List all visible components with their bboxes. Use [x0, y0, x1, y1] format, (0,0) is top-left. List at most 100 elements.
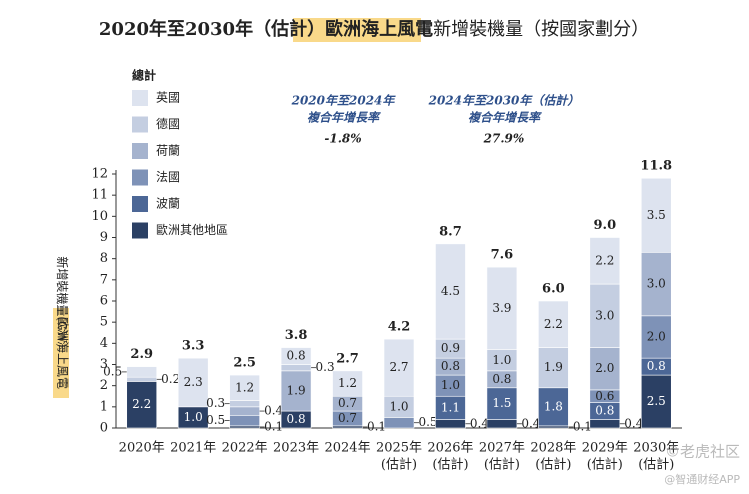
y-tick-label: 3 — [100, 357, 108, 372]
bar-segment — [538, 300, 569, 348]
chart-title: 2020年至2030年（估計）歐洲海上風電新增裝機量（按國家劃分） — [99, 18, 649, 40]
segment-label: 0.5 — [103, 364, 122, 378]
annotation: 複合年增長率 — [307, 111, 381, 125]
bar-segment — [332, 425, 363, 429]
bar-segment — [383, 417, 415, 429]
title-part: 歐洲海上風電 — [325, 18, 433, 40]
bar-segment — [229, 414, 260, 427]
bar-segment — [126, 366, 158, 378]
bar-segment — [486, 419, 518, 429]
annotation-value: -1.8% — [324, 132, 361, 146]
bar-segment — [126, 381, 158, 429]
x-tick-label: 2027年 — [479, 441, 525, 456]
segment-label: 0.4 — [470, 416, 489, 430]
total-label: 2.5 — [233, 356, 256, 371]
bar-segment — [589, 419, 621, 429]
segment-label: 2.3 — [184, 375, 203, 389]
segment-label: 0.7 — [338, 411, 357, 425]
total-label: 8.7 — [439, 224, 462, 239]
bar-segment — [229, 400, 260, 408]
total-label: 11.8 — [640, 159, 672, 174]
bar-segment — [640, 374, 672, 429]
bar-segment — [332, 370, 363, 397]
legend-swatch — [132, 222, 148, 239]
segment-label: 0.1 — [367, 419, 386, 433]
legend-label: 荷蘭 — [156, 144, 180, 158]
x-tick-label: (估計) — [587, 457, 623, 473]
legend-swatch — [132, 116, 148, 133]
y-label-part: 新增裝機量(GW) — [56, 256, 71, 347]
x-tick-label: 2025年 — [376, 441, 422, 456]
segment-label: 2.2 — [544, 317, 563, 331]
x-tick-label: (估計) — [432, 457, 468, 473]
bar-segment — [280, 347, 312, 365]
segment-label: 1.0 — [389, 399, 408, 413]
total-label: 9.0 — [594, 218, 617, 233]
total-label: 7.6 — [491, 248, 514, 263]
segment-label: 0.5 — [418, 415, 437, 429]
segment-label: 2.7 — [389, 360, 408, 374]
bar-segment — [538, 425, 569, 429]
total-label: 6.0 — [542, 282, 565, 297]
segment-label: 3.0 — [647, 277, 666, 291]
bar-segment — [383, 338, 415, 397]
watermark: ©老虎社区 — [665, 443, 740, 461]
y-tick-label: 0 — [100, 421, 108, 436]
segment-label: 4.5 — [441, 284, 460, 298]
segment-label: 0.8 — [441, 359, 460, 373]
legend-label: 法國 — [156, 170, 180, 184]
title-part: 新增裝機量（按國家劃分） — [433, 19, 649, 40]
bar-segment — [538, 347, 569, 389]
segment-label: 0.6 — [595, 389, 614, 403]
legend-label: 波蘭 — [156, 197, 180, 211]
y-tick-label: 4 — [100, 336, 108, 351]
legend-swatch — [132, 143, 148, 159]
legend-swatch — [132, 169, 148, 186]
legend-label: 歐洲其他地區 — [156, 222, 228, 237]
segment-label: 3.5 — [647, 208, 666, 222]
bar-segment — [538, 387, 569, 427]
y-tick-label: 12 — [91, 167, 108, 182]
segment-label: 0.8 — [595, 404, 614, 418]
segment-label: 0.4 — [624, 416, 643, 430]
segment-label: 0.4 — [264, 404, 283, 418]
bar-segment — [229, 425, 260, 429]
legend-swatch — [132, 196, 148, 212]
title-highlight — [293, 18, 421, 42]
segment-label: 2.5 — [647, 394, 666, 408]
y-axis-label: 新增裝機量(GW) — [56, 256, 71, 347]
bar-segment — [640, 252, 672, 317]
segment-label: 1.9 — [287, 383, 306, 397]
segment-label: 0.5 — [206, 413, 225, 427]
watermark: @智通财经APP — [664, 472, 740, 486]
segment-label: 0.1 — [573, 419, 592, 433]
bar-segment — [589, 237, 621, 285]
legend-title: 總計 — [132, 68, 156, 83]
y-label-part: 歐洲海上風電 — [56, 317, 71, 389]
x-tick-label: 2024年 — [324, 441, 370, 456]
total-label: 3.3 — [182, 339, 205, 354]
bar-segment — [229, 406, 260, 416]
bar-segment — [435, 419, 466, 429]
bar-segment — [640, 177, 672, 253]
segment-label: 3.9 — [492, 301, 511, 315]
x-tick-label: (估計) — [381, 457, 417, 473]
legend-swatch — [132, 90, 148, 106]
bar-segment — [640, 315, 672, 359]
y-tick-label: 1 — [100, 399, 108, 414]
bar-segment — [280, 364, 312, 372]
annotation: 2024年至2030年（估計） — [428, 94, 580, 108]
bar-segment — [435, 243, 466, 340]
bar-segment — [486, 387, 518, 420]
segment-label: 1.8 — [544, 399, 563, 413]
segment-label: 1.0 — [441, 378, 460, 392]
segment-label: 0.9 — [441, 341, 460, 355]
legend-label: 英國 — [156, 91, 180, 105]
segment-label: 0.2 — [161, 372, 180, 386]
x-tick-label: 2030年 — [633, 441, 679, 456]
segment-label: 1.2 — [235, 380, 254, 394]
annotation: 複合年增長率 — [468, 111, 542, 125]
y-label-highlight — [53, 308, 69, 398]
x-tick-label: 2028年 — [530, 441, 576, 456]
x-tick-label: (估計) — [638, 457, 674, 473]
